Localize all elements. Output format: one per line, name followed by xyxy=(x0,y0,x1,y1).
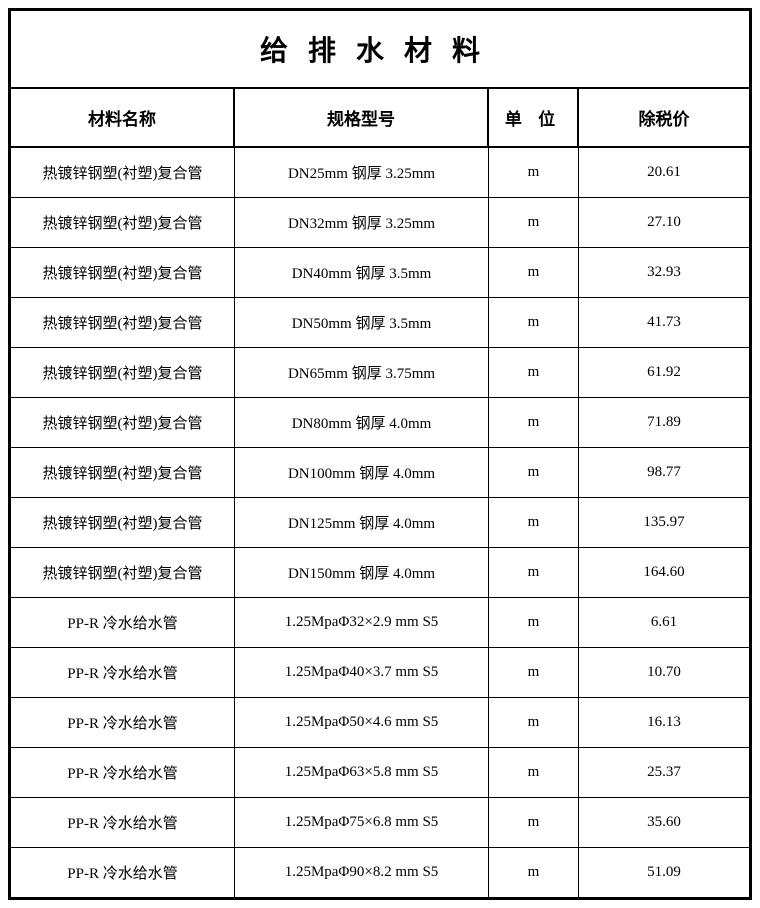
cell-unit: m xyxy=(489,798,579,847)
cell-price: 51.09 xyxy=(579,848,749,897)
cell-unit: m xyxy=(489,548,579,597)
cell-spec: DN65mm 钢厚 3.75mm xyxy=(235,348,489,397)
table-row: 热镀锌钢塑(衬塑)复合管DN100mm 钢厚 4.0mmm98.77 xyxy=(11,448,749,498)
cell-name: 热镀锌钢塑(衬塑)复合管 xyxy=(11,498,235,547)
cell-spec: 1.25MpaΦ75×6.8 mm S5 xyxy=(235,798,489,847)
cell-price: 98.77 xyxy=(579,448,749,497)
cell-name: PP-R 冷水给水管 xyxy=(11,798,235,847)
cell-unit: m xyxy=(489,648,579,697)
cell-name: PP-R 冷水给水管 xyxy=(11,598,235,647)
cell-unit: m xyxy=(489,598,579,647)
cell-price: 164.60 xyxy=(579,548,749,597)
cell-name: 热镀锌钢塑(衬塑)复合管 xyxy=(11,298,235,347)
cell-spec: DN40mm 钢厚 3.5mm xyxy=(235,248,489,297)
cell-name: 热镀锌钢塑(衬塑)复合管 xyxy=(11,148,235,197)
cell-spec: 1.25MpaΦ90×8.2 mm S5 xyxy=(235,848,489,897)
table-title-row: 给排水材料 xyxy=(11,11,749,89)
cell-name: 热镀锌钢塑(衬塑)复合管 xyxy=(11,448,235,497)
cell-name: 热镀锌钢塑(衬塑)复合管 xyxy=(11,248,235,297)
table-title: 给排水材料 xyxy=(260,36,500,67)
cell-unit: m xyxy=(489,748,579,797)
cell-unit: m xyxy=(489,298,579,347)
table-row: 热镀锌钢塑(衬塑)复合管DN32mm 钢厚 3.25mmm27.10 xyxy=(11,198,749,248)
cell-price: 41.73 xyxy=(579,298,749,347)
cell-price: 35.60 xyxy=(579,798,749,847)
table-row: PP-R 冷水给水管1.25MpaΦ90×8.2 mm S5m51.09 xyxy=(11,848,749,897)
cell-price: 6.61 xyxy=(579,598,749,647)
cell-spec: 1.25MpaΦ63×5.8 mm S5 xyxy=(235,748,489,797)
cell-unit: m xyxy=(489,448,579,497)
cell-price: 20.61 xyxy=(579,148,749,197)
cell-spec: DN100mm 钢厚 4.0mm xyxy=(235,448,489,497)
cell-spec: DN125mm 钢厚 4.0mm xyxy=(235,498,489,547)
header-price: 除税价 xyxy=(579,89,749,146)
cell-spec: 1.25MpaΦ32×2.9 mm S5 xyxy=(235,598,489,647)
cell-name: 热镀锌钢塑(衬塑)复合管 xyxy=(11,348,235,397)
cell-price: 135.97 xyxy=(579,498,749,547)
cell-name: 热镀锌钢塑(衬塑)复合管 xyxy=(11,198,235,247)
cell-price: 25.37 xyxy=(579,748,749,797)
cell-unit: m xyxy=(489,398,579,447)
cell-spec: DN80mm 钢厚 4.0mm xyxy=(235,398,489,447)
cell-spec: 1.25MpaΦ40×3.7 mm S5 xyxy=(235,648,489,697)
header-spec: 规格型号 xyxy=(235,89,489,146)
cell-spec: DN150mm 钢厚 4.0mm xyxy=(235,548,489,597)
cell-name: PP-R 冷水给水管 xyxy=(11,848,235,897)
cell-spec: DN32mm 钢厚 3.25mm xyxy=(235,198,489,247)
cell-price: 71.89 xyxy=(579,398,749,447)
cell-spec: DN25mm 钢厚 3.25mm xyxy=(235,148,489,197)
cell-name: 热镀锌钢塑(衬塑)复合管 xyxy=(11,398,235,447)
table-row: 热镀锌钢塑(衬塑)复合管DN25mm 钢厚 3.25mmm20.61 xyxy=(11,148,749,198)
table-header-row: 材料名称 规格型号 单 位 除税价 xyxy=(11,89,749,148)
cell-name: PP-R 冷水给水管 xyxy=(11,648,235,697)
header-name: 材料名称 xyxy=(11,89,235,146)
table-row: 热镀锌钢塑(衬塑)复合管DN125mm 钢厚 4.0mmm135.97 xyxy=(11,498,749,548)
cell-price: 16.13 xyxy=(579,698,749,747)
cell-unit: m xyxy=(489,148,579,197)
cell-unit: m xyxy=(489,698,579,747)
cell-price: 10.70 xyxy=(579,648,749,697)
table-row: 热镀锌钢塑(衬塑)复合管DN150mm 钢厚 4.0mmm164.60 xyxy=(11,548,749,598)
cell-spec: DN50mm 钢厚 3.5mm xyxy=(235,298,489,347)
cell-unit: m xyxy=(489,848,579,897)
cell-spec: 1.25MpaΦ50×4.6 mm S5 xyxy=(235,698,489,747)
cell-name: PP-R 冷水给水管 xyxy=(11,748,235,797)
cell-price: 61.92 xyxy=(579,348,749,397)
table-body: 热镀锌钢塑(衬塑)复合管DN25mm 钢厚 3.25mmm20.61热镀锌钢塑(… xyxy=(11,148,749,897)
table-row: 热镀锌钢塑(衬塑)复合管DN50mm 钢厚 3.5mmm41.73 xyxy=(11,298,749,348)
cell-unit: m xyxy=(489,248,579,297)
materials-table: 给排水材料 材料名称 规格型号 单 位 除税价 热镀锌钢塑(衬塑)复合管DN25… xyxy=(8,8,752,900)
table-row: PP-R 冷水给水管1.25MpaΦ32×2.9 mm S5m6.61 xyxy=(11,598,749,648)
cell-unit: m xyxy=(489,498,579,547)
cell-unit: m xyxy=(489,348,579,397)
table-row: PP-R 冷水给水管1.25MpaΦ75×6.8 mm S5m35.60 xyxy=(11,798,749,848)
table-row: 热镀锌钢塑(衬塑)复合管DN65mm 钢厚 3.75mmm61.92 xyxy=(11,348,749,398)
cell-unit: m xyxy=(489,198,579,247)
cell-name: 热镀锌钢塑(衬塑)复合管 xyxy=(11,548,235,597)
header-unit: 单 位 xyxy=(489,89,579,146)
cell-name: PP-R 冷水给水管 xyxy=(11,698,235,747)
table-row: 热镀锌钢塑(衬塑)复合管DN40mm 钢厚 3.5mmm32.93 xyxy=(11,248,749,298)
table-row: PP-R 冷水给水管1.25MpaΦ50×4.6 mm S5m16.13 xyxy=(11,698,749,748)
table-row: PP-R 冷水给水管1.25MpaΦ40×3.7 mm S5m10.70 xyxy=(11,648,749,698)
cell-price: 27.10 xyxy=(579,198,749,247)
table-row: PP-R 冷水给水管1.25MpaΦ63×5.8 mm S5m25.37 xyxy=(11,748,749,798)
cell-price: 32.93 xyxy=(579,248,749,297)
table-row: 热镀锌钢塑(衬塑)复合管DN80mm 钢厚 4.0mmm71.89 xyxy=(11,398,749,448)
